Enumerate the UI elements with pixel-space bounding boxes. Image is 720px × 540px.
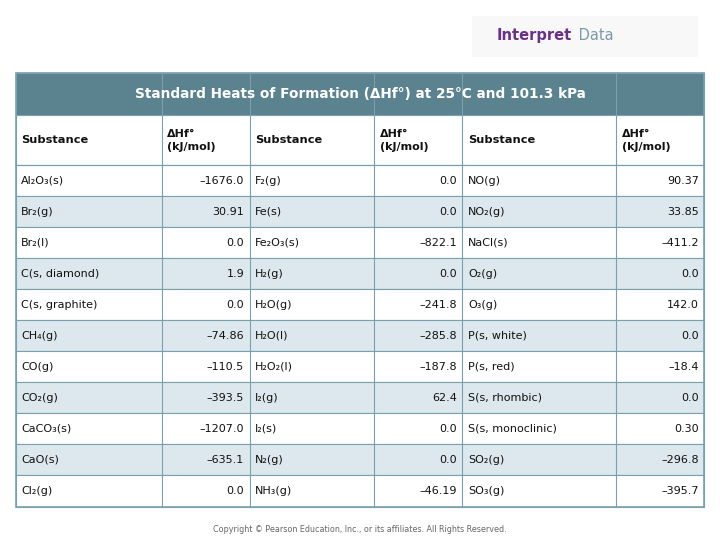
Text: Interpret: Interpret — [496, 28, 572, 43]
Text: NH₃(g): NH₃(g) — [255, 486, 292, 496]
Text: Br₂(l): Br₂(l) — [22, 238, 50, 248]
Text: H₂O₂(l): H₂O₂(l) — [255, 362, 293, 372]
Text: Copyright © Pearson Education, Inc., or its affiliates. All Rights Reserved.: Copyright © Pearson Education, Inc., or … — [213, 524, 507, 534]
Text: 62.4: 62.4 — [432, 393, 457, 403]
Bar — [16, 227, 704, 258]
Text: ΔHf°
(kJ/mol): ΔHf° (kJ/mol) — [621, 129, 670, 152]
Text: –1676.0: –1676.0 — [199, 176, 244, 186]
Text: 0.0: 0.0 — [681, 331, 698, 341]
Text: –187.8: –187.8 — [419, 362, 457, 372]
Text: 0.0: 0.0 — [227, 238, 244, 248]
Text: 0.0: 0.0 — [439, 455, 457, 465]
Bar — [16, 289, 704, 320]
Text: –395.7: –395.7 — [661, 486, 698, 496]
Text: Standard Heats of Formation (ΔHf°) at 25°C and 101.3 kPa: Standard Heats of Formation (ΔHf°) at 25… — [135, 87, 585, 101]
Text: –110.5: –110.5 — [207, 362, 244, 372]
Bar — [16, 73, 704, 116]
Text: SO₂(g): SO₂(g) — [468, 455, 504, 465]
Text: 90.37: 90.37 — [667, 176, 698, 186]
Text: –285.8: –285.8 — [419, 331, 457, 341]
Text: –822.1: –822.1 — [419, 238, 457, 248]
Text: I₂(g): I₂(g) — [255, 393, 279, 403]
Text: NaCl(s): NaCl(s) — [468, 238, 508, 248]
Text: CaCO₃(s): CaCO₃(s) — [22, 424, 71, 434]
Text: 0.0: 0.0 — [439, 207, 457, 217]
Text: NO(g): NO(g) — [468, 176, 501, 186]
Text: 0.0: 0.0 — [439, 269, 457, 279]
Bar — [16, 320, 704, 352]
FancyBboxPatch shape — [456, 15, 714, 58]
Bar — [16, 444, 704, 476]
Text: –74.86: –74.86 — [207, 331, 244, 341]
Text: 0.0: 0.0 — [439, 424, 457, 434]
Bar — [16, 382, 704, 414]
Text: CH₄(g): CH₄(g) — [22, 331, 58, 341]
Text: C(s, graphite): C(s, graphite) — [22, 300, 98, 310]
Bar — [16, 258, 704, 289]
Bar — [16, 352, 704, 382]
Text: SO₃(g): SO₃(g) — [468, 486, 504, 496]
Text: Al₂O₃(s): Al₂O₃(s) — [22, 176, 65, 186]
Text: F₂(g): F₂(g) — [255, 176, 282, 186]
Text: CO(g): CO(g) — [22, 362, 54, 372]
Bar — [16, 196, 704, 227]
Text: Cl₂(g): Cl₂(g) — [22, 486, 53, 496]
Text: C(s, diamond): C(s, diamond) — [22, 269, 99, 279]
Text: 142.0: 142.0 — [667, 300, 698, 310]
Text: –1207.0: –1207.0 — [199, 424, 244, 434]
Text: 30.91: 30.91 — [212, 207, 244, 217]
Text: P(s, red): P(s, red) — [468, 362, 515, 372]
Text: Fe₂O₃(s): Fe₂O₃(s) — [255, 238, 300, 248]
Text: 0.0: 0.0 — [681, 393, 698, 403]
Text: CO₂(g): CO₂(g) — [22, 393, 58, 403]
Text: Br₂(g): Br₂(g) — [22, 207, 54, 217]
Text: 0.0: 0.0 — [227, 300, 244, 310]
Text: 0.0: 0.0 — [227, 486, 244, 496]
Text: –393.5: –393.5 — [207, 393, 244, 403]
Text: N₂(g): N₂(g) — [255, 455, 284, 465]
Bar — [16, 165, 704, 196]
Text: 0.30: 0.30 — [674, 424, 698, 434]
Text: Fe(s): Fe(s) — [255, 207, 282, 217]
Bar — [16, 414, 704, 444]
Text: Substance: Substance — [255, 136, 323, 145]
Text: S(s, rhombic): S(s, rhombic) — [468, 393, 542, 403]
Text: 1.9: 1.9 — [226, 269, 244, 279]
Text: –18.4: –18.4 — [668, 362, 698, 372]
Text: –635.1: –635.1 — [207, 455, 244, 465]
Text: Substance: Substance — [468, 136, 535, 145]
Text: CaO(s): CaO(s) — [22, 455, 59, 465]
Text: H₂O(l): H₂O(l) — [255, 331, 289, 341]
Text: O₃(g): O₃(g) — [468, 300, 498, 310]
Text: S(s, monoclinic): S(s, monoclinic) — [468, 424, 557, 434]
Text: I₂(s): I₂(s) — [255, 424, 277, 434]
Text: 33.85: 33.85 — [667, 207, 698, 217]
Text: ΔHf°
(kJ/mol): ΔHf° (kJ/mol) — [380, 129, 428, 152]
Text: 0.0: 0.0 — [681, 269, 698, 279]
Text: –296.8: –296.8 — [661, 455, 698, 465]
Bar — [16, 476, 704, 507]
Text: O₂(g): O₂(g) — [468, 269, 497, 279]
Text: H₂(g): H₂(g) — [255, 269, 284, 279]
Text: ΔHf°
(kJ/mol): ΔHf° (kJ/mol) — [167, 129, 216, 152]
Text: 0.0: 0.0 — [439, 176, 457, 186]
Text: –411.2: –411.2 — [661, 238, 698, 248]
Text: H₂O(g): H₂O(g) — [255, 300, 292, 310]
Text: P(s, white): P(s, white) — [468, 331, 527, 341]
Text: –241.8: –241.8 — [419, 300, 457, 310]
Text: –46.19: –46.19 — [420, 486, 457, 496]
Text: NO₂(g): NO₂(g) — [468, 207, 505, 217]
Text: Data: Data — [574, 28, 613, 43]
Bar — [16, 116, 704, 165]
Text: Substance: Substance — [22, 136, 89, 145]
